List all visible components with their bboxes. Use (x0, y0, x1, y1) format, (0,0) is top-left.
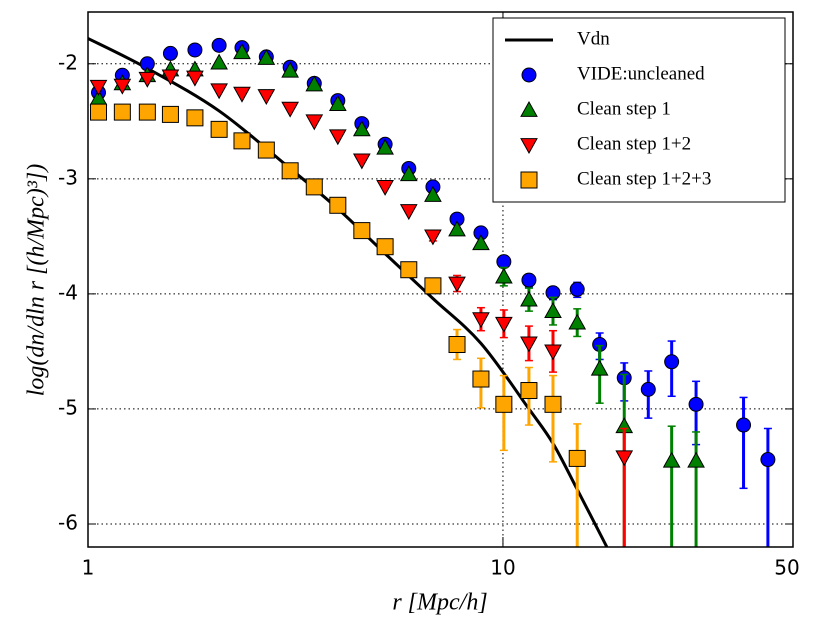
marker (448, 336, 466, 354)
marker (113, 78, 132, 95)
marker (257, 141, 275, 159)
marker (376, 179, 394, 196)
y-tick-label: -2 (58, 50, 78, 74)
legend-marker (520, 171, 538, 189)
y-tick-label: -5 (58, 395, 78, 419)
y-axis-label: log(dn/dln r [(h/Mpc)³]) (24, 164, 50, 397)
y-tick-label: -6 (58, 510, 78, 534)
legend-marker (520, 138, 538, 155)
marker (662, 451, 681, 468)
marker (161, 69, 180, 86)
marker (472, 370, 490, 388)
marker (210, 53, 228, 70)
marker (568, 313, 587, 330)
marker (424, 277, 442, 295)
legend-label: Clean step 1 (577, 98, 671, 119)
marker (496, 254, 512, 270)
marker (544, 344, 562, 361)
marker (186, 109, 204, 127)
marker (520, 336, 538, 353)
marker (352, 120, 371, 137)
marker (760, 452, 776, 468)
marker (113, 103, 131, 121)
marker (233, 86, 251, 103)
marker (448, 276, 466, 293)
marker (615, 450, 634, 467)
marker (448, 220, 466, 237)
legend-box (492, 17, 786, 203)
marker (352, 153, 371, 170)
x-tick-label: 50 (774, 556, 799, 580)
marker (281, 61, 299, 78)
marker (210, 83, 228, 100)
marker (376, 138, 394, 155)
marker (688, 396, 704, 412)
marker (162, 45, 178, 61)
marker (521, 272, 537, 288)
marker (161, 105, 179, 123)
marker (211, 37, 227, 53)
marker (569, 281, 585, 297)
marker (305, 114, 324, 131)
marker (89, 79, 108, 96)
marker (138, 103, 156, 121)
marker (353, 222, 371, 240)
marker (281, 101, 299, 118)
marker (328, 95, 347, 111)
marker (424, 185, 442, 202)
marker (495, 267, 513, 284)
legend-marker (521, 67, 537, 83)
marker (544, 302, 562, 319)
legend-label: VIDE:uncleaned (577, 63, 705, 84)
marker (400, 261, 418, 279)
marker (687, 451, 705, 468)
marker (399, 204, 418, 221)
marker (495, 316, 513, 333)
marker (424, 229, 442, 246)
marker (640, 381, 656, 397)
marker (90, 103, 108, 121)
marker (210, 120, 228, 138)
marker (138, 71, 157, 88)
marker (329, 196, 347, 214)
marker (544, 395, 562, 413)
legend-label: Clean step 1+2+3 (577, 168, 711, 189)
marker (328, 129, 347, 146)
marker (305, 178, 323, 196)
plot-frame (87, 11, 794, 548)
legend-marker (520, 100, 538, 117)
y-tick-label: -4 (58, 280, 78, 304)
legend-label: Clean step 1+2 (577, 133, 691, 154)
x-tick-label: 10 (490, 556, 515, 580)
plot-area (88, 37, 776, 547)
marker (472, 312, 490, 329)
marker (233, 43, 251, 60)
marker (568, 449, 586, 467)
marker (233, 132, 251, 150)
marker (520, 290, 538, 307)
x-tick-label: 1 (82, 556, 95, 580)
marker (186, 70, 204, 87)
marker (736, 417, 752, 433)
marker (664, 354, 680, 370)
legend-label: Vdn (577, 28, 610, 49)
marker (590, 359, 609, 376)
marker (376, 238, 394, 256)
marker (520, 382, 538, 400)
marker (187, 42, 203, 58)
marker (281, 162, 299, 180)
marker (472, 234, 490, 251)
marker (257, 89, 276, 106)
marker (305, 75, 324, 92)
marker (257, 48, 276, 65)
marker (495, 395, 513, 413)
x-axis-label: r [Mpc/h] (392, 590, 487, 616)
y-tick-label: -3 (58, 165, 78, 189)
marker (399, 165, 418, 182)
